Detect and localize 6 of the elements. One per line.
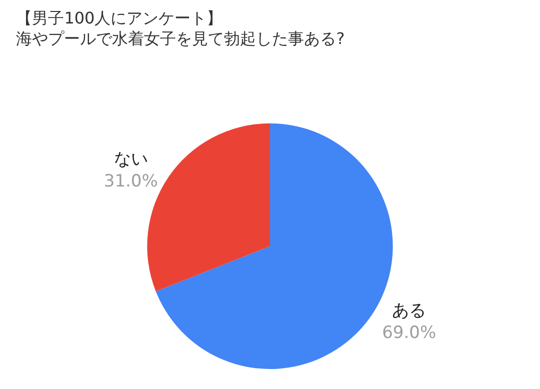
slice-label: ある <box>392 300 426 321</box>
data-label: 69.0% <box>382 322 436 343</box>
data-label: 31.0% <box>104 172 158 192</box>
slice-label: ない <box>114 149 148 170</box>
chart-title: 【男子100人にアンケート】 <box>16 8 223 28</box>
chart-subtitle: 海やプールで水着女子を見て勃起した事ある? <box>16 29 345 48</box>
